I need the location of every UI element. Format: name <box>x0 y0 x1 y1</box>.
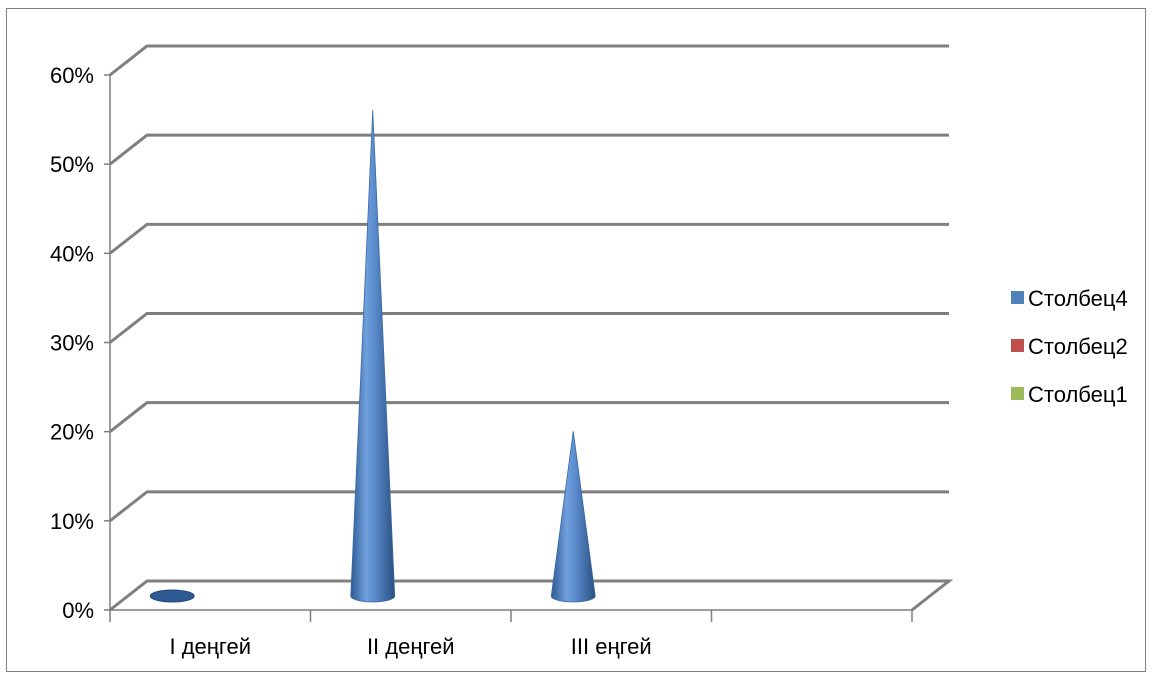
y-tick-label: 50% <box>50 152 94 177</box>
y-tick-label: 0% <box>62 598 94 623</box>
bar-cone <box>350 110 396 603</box>
axes <box>104 74 913 622</box>
y-tick-label: 60% <box>50 63 94 88</box>
chart-frame <box>6 8 1146 672</box>
gridline <box>109 490 949 523</box>
y-tick-label: 20% <box>50 420 94 445</box>
gridline <box>109 133 949 166</box>
gridlines <box>109 44 954 612</box>
legend-swatch <box>1011 291 1024 304</box>
bars <box>149 110 596 603</box>
legend-item: Столбец4 <box>1011 286 1128 311</box>
x-tick-label: II деңгей <box>367 634 455 659</box>
gridline <box>109 579 954 612</box>
gridline <box>109 222 949 255</box>
legend-swatch <box>1011 387 1024 400</box>
legend-label: Столбец2 <box>1028 334 1128 359</box>
y-tick-label: 10% <box>50 509 94 534</box>
gridline <box>109 44 949 77</box>
legend-item: Столбец1 <box>1011 382 1128 407</box>
legend-item: Столбец2 <box>1011 334 1128 359</box>
x-tick-label: III еңгей <box>571 634 652 659</box>
legend-label: Столбец4 <box>1028 286 1128 311</box>
gridline <box>109 401 949 433</box>
x-tick-label: I деңгей <box>169 634 251 659</box>
legend: Столбец4 Столбец2 Столбец1 <box>1011 286 1128 407</box>
y-tick-label: 40% <box>50 241 94 266</box>
legend-label: Столбец1 <box>1028 382 1128 407</box>
legend-swatch <box>1011 339 1024 352</box>
axis-labels: 0% 10% 20% 30% 40% 50% 60% I деңгей II деңгей III… <box>50 63 652 659</box>
bar-cone <box>149 589 195 603</box>
bar-cone <box>550 431 596 603</box>
y-tick-label: 30% <box>50 331 94 356</box>
gridline <box>109 312 949 344</box>
